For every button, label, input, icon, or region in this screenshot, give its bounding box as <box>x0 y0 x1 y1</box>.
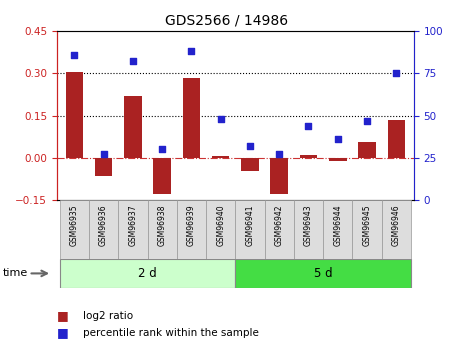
Bar <box>358 142 376 158</box>
Bar <box>236 200 264 259</box>
Bar <box>89 200 118 259</box>
Bar <box>236 259 411 288</box>
Bar <box>387 120 405 158</box>
Point <box>393 71 400 76</box>
Bar <box>271 158 288 195</box>
Text: GSM96943: GSM96943 <box>304 204 313 246</box>
Bar <box>95 158 113 176</box>
Bar <box>329 158 347 161</box>
Text: log2 ratio: log2 ratio <box>83 311 133 321</box>
Point <box>305 123 312 128</box>
Bar <box>183 78 200 158</box>
Point <box>246 143 254 149</box>
Point <box>158 147 166 152</box>
Text: time: time <box>2 268 27 278</box>
Bar <box>382 200 411 259</box>
Point <box>188 49 195 54</box>
Text: percentile rank within the sample: percentile rank within the sample <box>83 328 259 338</box>
Text: GSM96941: GSM96941 <box>245 204 254 246</box>
Bar <box>352 200 382 259</box>
Text: 5 d: 5 d <box>314 267 333 280</box>
Bar <box>118 200 148 259</box>
Text: GSM96940: GSM96940 <box>216 204 225 246</box>
Bar <box>294 200 323 259</box>
Bar <box>60 259 236 288</box>
Text: GSM96935: GSM96935 <box>70 204 79 246</box>
Point <box>334 137 342 142</box>
Bar <box>323 200 352 259</box>
Point <box>363 118 371 124</box>
Point <box>100 152 107 157</box>
Bar <box>206 200 236 259</box>
Bar <box>300 155 317 158</box>
Point <box>217 116 225 122</box>
Text: GDS2566 / 14986: GDS2566 / 14986 <box>166 14 289 28</box>
Text: GSM96936: GSM96936 <box>99 204 108 246</box>
Bar <box>66 72 83 158</box>
Bar <box>177 200 206 259</box>
Point <box>70 52 78 58</box>
Bar <box>124 96 141 158</box>
Bar <box>264 200 294 259</box>
Bar <box>148 200 177 259</box>
Text: 2 d: 2 d <box>138 267 157 280</box>
Bar <box>60 200 89 259</box>
Point <box>129 59 137 64</box>
Text: GSM96942: GSM96942 <box>275 204 284 246</box>
Text: GSM96937: GSM96937 <box>128 204 137 246</box>
Bar <box>212 156 229 158</box>
Text: GSM96945: GSM96945 <box>362 204 371 246</box>
Bar <box>241 158 259 170</box>
Text: GSM96944: GSM96944 <box>333 204 342 246</box>
Text: ■: ■ <box>57 326 69 339</box>
Point <box>275 152 283 157</box>
Text: ■: ■ <box>57 309 69 322</box>
Text: GSM96938: GSM96938 <box>158 204 166 246</box>
Text: GSM96939: GSM96939 <box>187 204 196 246</box>
Text: GSM96946: GSM96946 <box>392 204 401 246</box>
Bar <box>153 158 171 195</box>
